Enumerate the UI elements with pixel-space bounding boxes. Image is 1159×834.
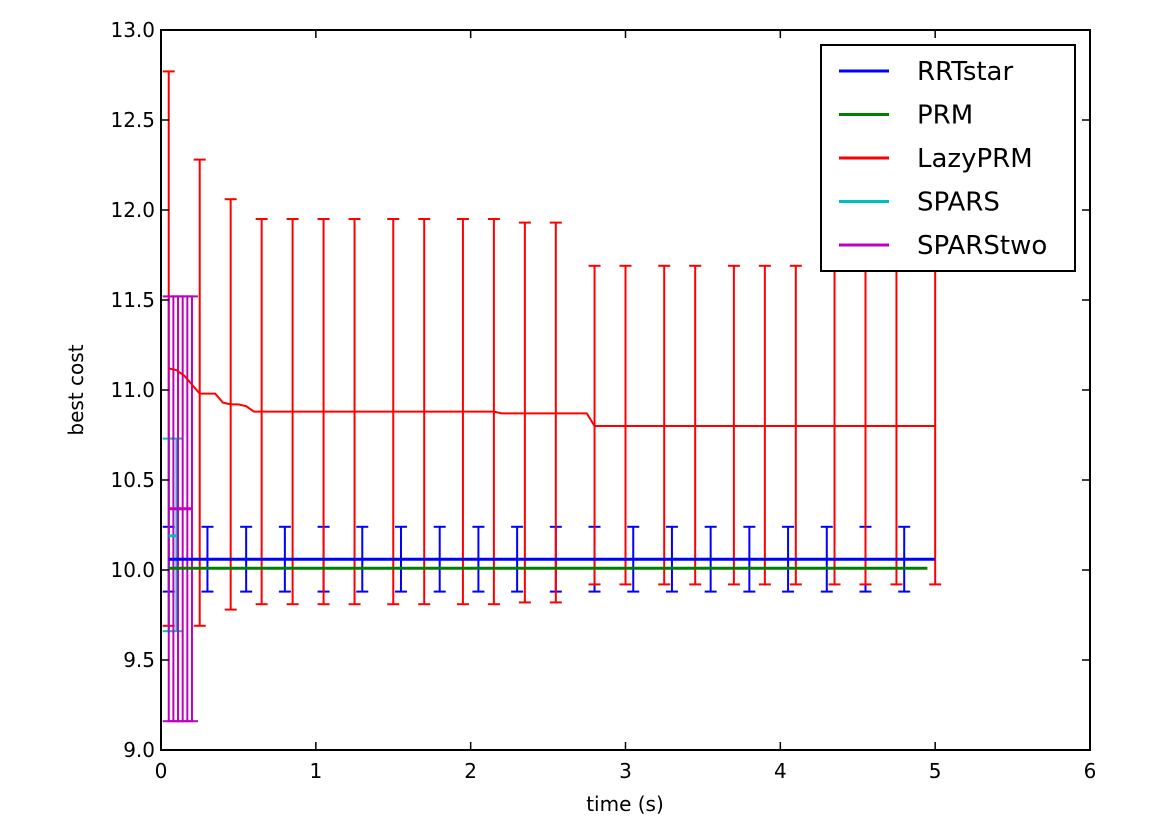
y-tick-label: 10.0 [110,558,155,582]
series-line-LazyPRM [168,367,936,427]
legend-label-SPARS: SPARS [917,188,1000,218]
x-axis-label: time (s) [586,792,664,816]
y-tick-label: 11.0 [110,378,155,402]
y-tick-label: 13.0 [110,18,155,42]
x-tick-label: 2 [464,759,477,783]
y-tick-label: 12.0 [110,198,155,222]
axis-ticks: 0 1 2 3 4 5 6 9.0 9.5 10.0 10.5 11.0 11.5 12.0 12.5 13.… [110,18,1096,783]
y-tick-label: 11.5 [110,288,155,312]
x-tick-label: 1 [309,759,322,783]
y-tick-label: 9.5 [123,648,155,672]
plot-area [162,70,942,723]
legend-label-LazyPRM: LazyPRM [917,144,1033,174]
legend-label-PRM: PRM [917,101,973,131]
x-tick-label: 0 [155,759,168,783]
x-tick-label: 5 [929,759,942,783]
y-tick-label: 9.0 [123,738,155,762]
x-tick-label: 3 [619,759,632,783]
x-tick-label: 6 [1084,759,1097,783]
legend-label-SPARStwo: SPARStwo [917,231,1047,261]
legend-label-RRTstar: RRTstar [917,57,1013,87]
y-tick-label: 10.5 [110,468,155,492]
y-tick-label: 12.5 [110,108,155,132]
x-tick-label: 4 [774,759,787,783]
y-axis-label: best cost [64,344,88,435]
legend: RRTstar PRM LazyPRM SPARS SPARStwo [820,44,1076,272]
